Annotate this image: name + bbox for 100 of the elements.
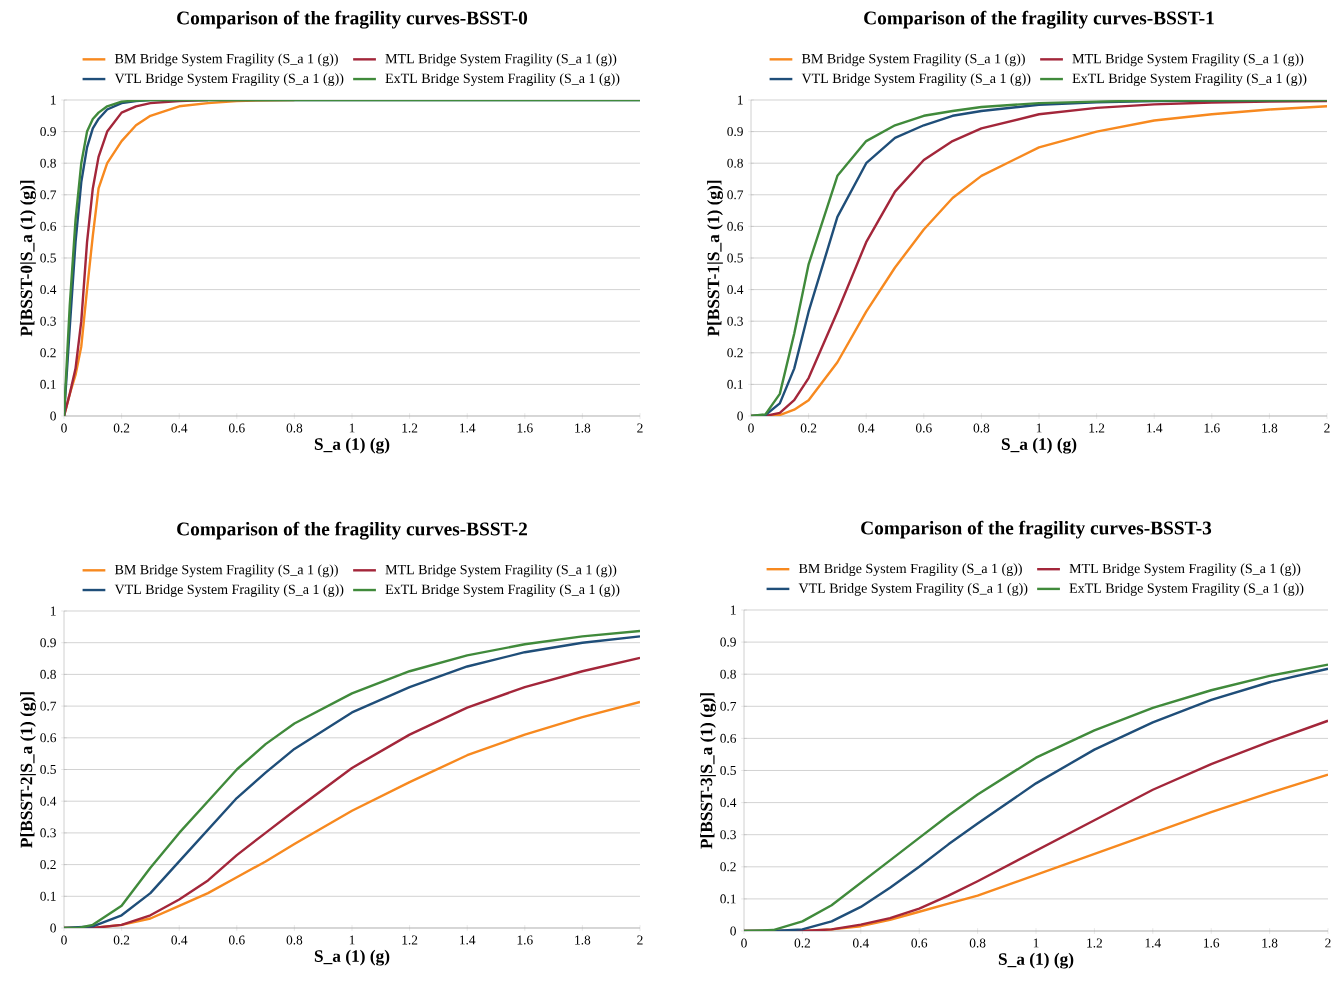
x-tick-label: 1.2 xyxy=(1087,938,1103,948)
x-tick-label: 1.6 xyxy=(517,935,533,945)
x-axis-title: S_a (1) (g) xyxy=(314,949,390,966)
y-tick-label: 0.6 xyxy=(727,221,744,231)
y-tick-label: 0.2 xyxy=(40,860,56,870)
y-tick-label: 0.8 xyxy=(40,158,56,168)
x-tick-label: 0.8 xyxy=(973,423,990,433)
y-tick-label: 0.1 xyxy=(40,891,56,901)
x-tick-label: 1.4 xyxy=(460,935,476,945)
y-tick-label: 0.8 xyxy=(727,158,743,168)
x-tick-label: 1.6 xyxy=(517,423,533,433)
x-tick-label: 2 xyxy=(1324,423,1330,433)
x-tick-label: 1.2 xyxy=(402,423,418,433)
y-tick-label: 0.1 xyxy=(720,894,736,904)
y-tick-label: 0.5 xyxy=(40,764,56,775)
x-tick-label: 0.8 xyxy=(969,938,986,948)
legend-label: ExTL Bridge System Fragility (S_a 1 (g)) xyxy=(1072,73,1307,86)
x-axis-title: S_a (1) (g) xyxy=(314,437,390,454)
y-tick-label: 0.7 xyxy=(40,190,57,200)
x-tick-label: 0.4 xyxy=(171,935,188,945)
legend-label: BM Bridge System Fragility (S_a 1 (g)) xyxy=(801,53,1025,67)
legend-label: ExTL Bridge System Fragility (S_a 1 (g)) xyxy=(1069,583,1304,596)
x-tick-label: 1.8 xyxy=(1262,423,1278,433)
chart-title: Comparison of the fragility curves-BSST-2 xyxy=(177,521,527,540)
y-tick-label: 0.1 xyxy=(40,379,56,389)
x-tick-label: 1.8 xyxy=(1262,938,1278,948)
y-tick-label: 0.5 xyxy=(727,253,743,263)
x-tick-label: 0.8 xyxy=(286,935,303,945)
x-tick-label: 1.2 xyxy=(1089,423,1105,433)
legend-label: ExTL Bridge System Fragility (S_a 1 (g)) xyxy=(385,584,620,597)
y-tick-label: 0.5 xyxy=(720,765,736,776)
legend-label: MTL Bridge System Fragility (S_a 1 (g)) xyxy=(385,53,617,67)
y-tick-label: 0.4 xyxy=(727,285,744,295)
x-tick-label: 0.8 xyxy=(286,423,303,433)
x-tick-label: 0.6 xyxy=(911,938,928,948)
x-tick-label: 0.4 xyxy=(858,423,875,433)
y-tick-label: 0.9 xyxy=(727,127,743,137)
y-tick-label: 0.2 xyxy=(720,862,736,872)
y-tick-label: 0.4 xyxy=(40,285,57,295)
y-tick-label: 0.2 xyxy=(40,348,56,358)
x-tick-label: 1.4 xyxy=(460,423,476,433)
legend-label: ExTL Bridge System Fragility (S_a 1 (g)) xyxy=(385,73,620,86)
chart-title: Comparison of the fragility curves-BSST-1 xyxy=(864,10,1214,29)
legend-label: BM Bridge System Fragility (S_a 1 (g)) xyxy=(114,564,338,578)
y-tick-label: 1 xyxy=(50,95,56,105)
y-axis-title: P[BSST-2|S_a (1) (g)] xyxy=(20,692,36,848)
chart-title: Comparison of the fragility curves-BSST-3 xyxy=(861,520,1212,539)
x-tick-label: 0.2 xyxy=(800,423,817,433)
y-tick-label: 1 xyxy=(737,95,743,105)
x-tick-label: 0.6 xyxy=(228,935,245,945)
y-tick-label: 0.3 xyxy=(720,830,736,840)
legend-label: BM Bridge System Fragility (S_a 1 (g)) xyxy=(114,53,338,67)
x-tick-label: 0.2 xyxy=(113,423,130,433)
x-tick-label: 1 xyxy=(349,935,355,945)
y-tick-label: 0.9 xyxy=(40,127,56,137)
x-tick-label: 0.4 xyxy=(171,423,188,433)
y-tick-label: 0.2 xyxy=(727,348,743,358)
x-tick-label: 2 xyxy=(1325,938,1331,948)
legend-label: MTL Bridge System Fragility (S_a 1 (g)) xyxy=(1072,53,1304,67)
x-axis-title: S_a (1) (g) xyxy=(998,952,1074,969)
x-tick-label: 0 xyxy=(748,423,754,433)
x-tick-label: 0 xyxy=(61,423,67,433)
y-tick-label: 0 xyxy=(50,411,56,421)
x-tick-label: 1.6 xyxy=(1204,423,1220,433)
y-tick-label: 0.6 xyxy=(40,221,57,231)
x-tick-label: 1.8 xyxy=(575,935,591,945)
y-tick-label: 0.6 xyxy=(720,733,737,743)
y-tick-label: 1 xyxy=(730,605,736,615)
legend-label: VTL Bridge System Fragility (S_a 1 (g)) xyxy=(114,584,344,597)
y-tick-label: 0.7 xyxy=(720,701,737,711)
x-tick-label: 1 xyxy=(349,423,355,433)
x-tick-label: 0.2 xyxy=(113,935,130,945)
x-tick-label: 1 xyxy=(1036,423,1042,433)
legend-label: VTL Bridge System Fragility (S_a 1 (g)) xyxy=(798,583,1028,596)
x-tick-label: 0.2 xyxy=(794,938,811,948)
y-tick-label: 0.3 xyxy=(40,828,56,838)
x-tick-label: 1.4 xyxy=(1145,938,1161,948)
legend-label: VTL Bridge System Fragility (S_a 1 (g)) xyxy=(114,73,344,86)
legend-label: MTL Bridge System Fragility (S_a 1 (g)) xyxy=(385,564,617,578)
y-tick-label: 0.9 xyxy=(40,638,56,648)
y-tick-label: 0.8 xyxy=(40,669,56,679)
x-tick-label: 2 xyxy=(637,935,643,945)
x-tick-label: 1.6 xyxy=(1204,938,1220,948)
x-tick-label: 1.4 xyxy=(1147,423,1163,433)
y-tick-label: 0.5 xyxy=(40,253,56,263)
y-tick-label: 0.8 xyxy=(720,669,736,679)
x-tick-label: 0.4 xyxy=(852,938,869,948)
y-tick-label: 0 xyxy=(737,411,743,421)
x-tick-label: 0.6 xyxy=(228,423,245,433)
y-tick-label: 0.7 xyxy=(40,701,57,711)
legend-label: BM Bridge System Fragility (S_a 1 (g)) xyxy=(798,563,1022,577)
y-tick-label: 0 xyxy=(730,926,736,936)
x-tick-label: 1.2 xyxy=(402,935,418,945)
x-tick-label: 0 xyxy=(61,935,67,945)
y-axis-title: P[BSST-3|S_a (1) (g)] xyxy=(700,693,716,849)
y-tick-label: 0.4 xyxy=(720,798,737,808)
x-tick-label: 1 xyxy=(1033,938,1039,948)
x-tick-label: 0.6 xyxy=(915,423,932,433)
x-tick-label: 1.8 xyxy=(575,423,591,433)
y-tick-label: 1 xyxy=(50,606,56,616)
